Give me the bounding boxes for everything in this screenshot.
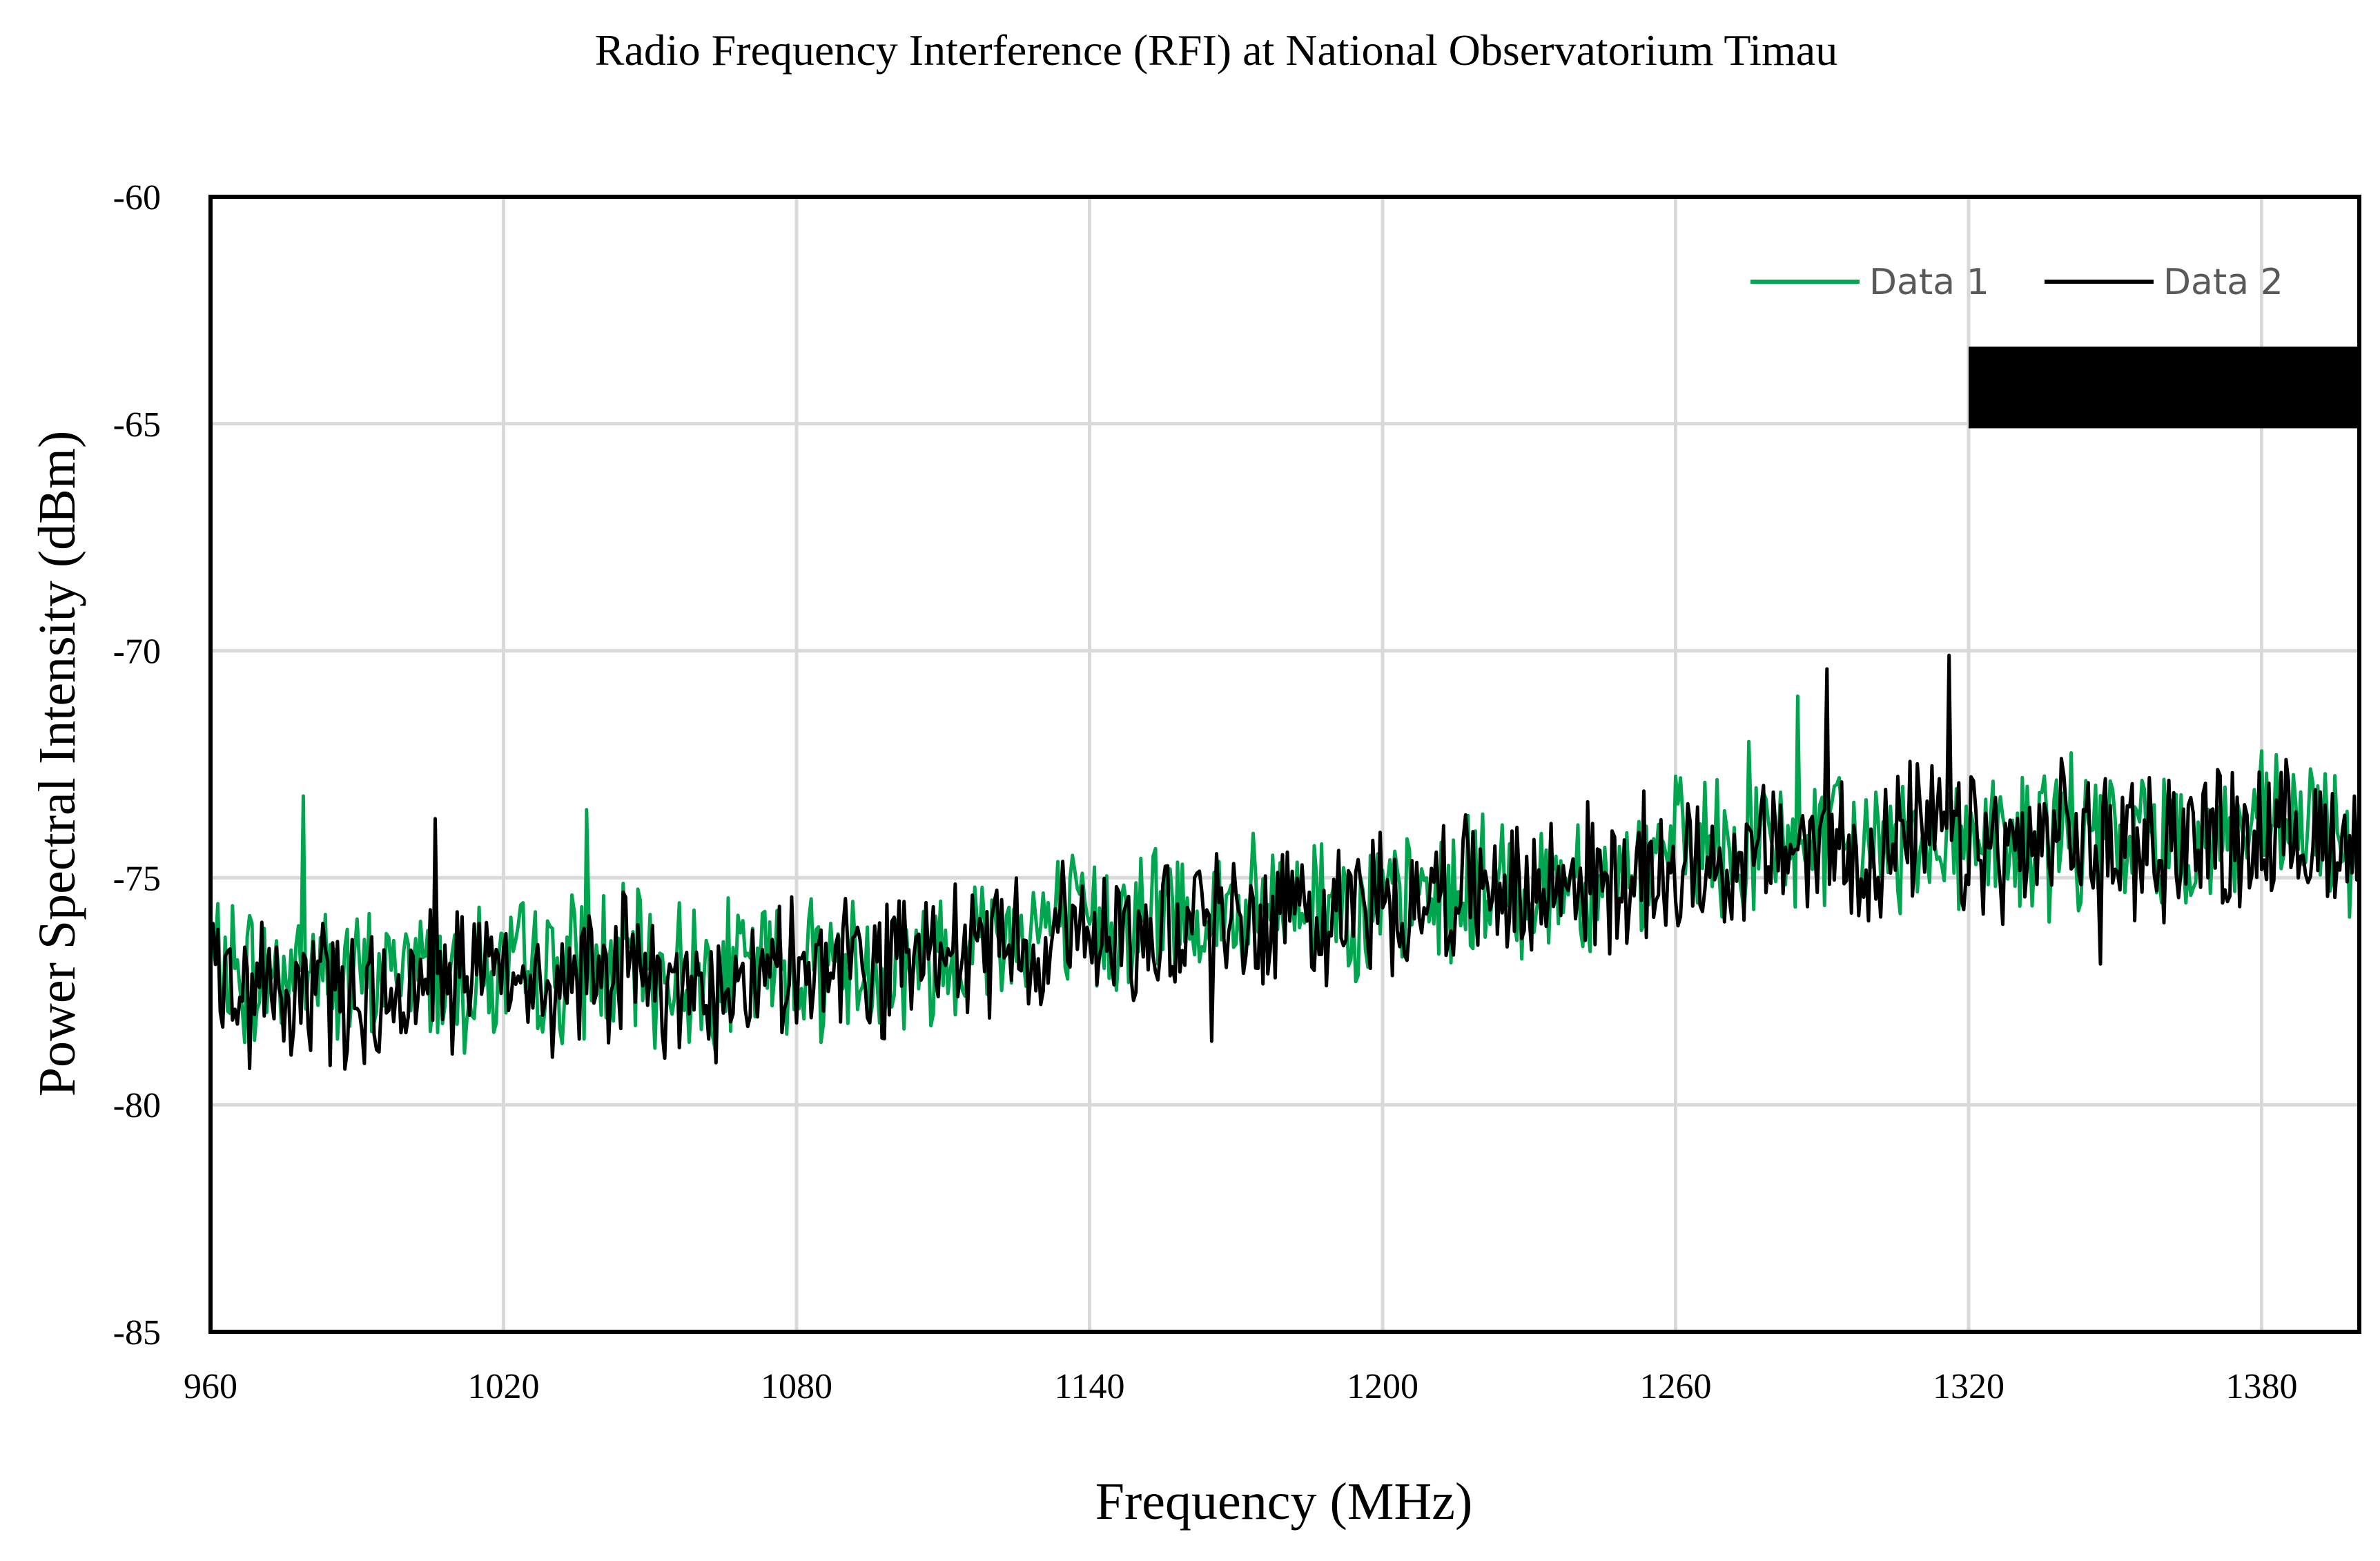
x-tick-label: 1380 (2226, 1367, 2298, 1406)
x-tick-label: 1320 (1933, 1367, 2005, 1406)
legend-label-data-2: Data 2 (2163, 262, 2283, 303)
x-axis-title: Frequency (MHz) (1095, 1473, 1473, 1531)
legend: Data 1 Data 2 (1750, 262, 2283, 303)
redaction-box (1969, 347, 2359, 429)
series-layer (208, 653, 2361, 1071)
y-tick-label: -80 (113, 1086, 161, 1125)
chart-title: Radio Frequency Interference (RFI) at Na… (595, 26, 1837, 75)
redaction-layer (1969, 347, 2359, 429)
y-tick-label: -60 (113, 178, 161, 217)
y-axis-ticks: -60 -65 -70 -75 -80 -85 (113, 178, 161, 1352)
x-tick-label: 1260 (1640, 1367, 1712, 1406)
legend-label-data-1: Data 1 (1869, 262, 1989, 303)
x-tick-label: 1020 (468, 1367, 540, 1406)
y-tick-label: -65 (113, 405, 161, 445)
x-axis-ticks: 960 1020 1080 1140 1200 1260 1320 1380 (184, 1367, 2298, 1406)
x-tick-label: 960 (184, 1367, 237, 1406)
y-axis-title: Power Spectral Intensity (dBm) (28, 431, 86, 1097)
x-tick-label: 1140 (1054, 1367, 1124, 1406)
series-line-data-2 (208, 653, 2361, 1071)
y-tick-label: -85 (113, 1313, 161, 1352)
y-tick-label: -70 (113, 632, 161, 672)
x-tick-label: 1080 (761, 1367, 832, 1406)
plot-area (208, 195, 2361, 1334)
x-tick-label: 1200 (1347, 1367, 1418, 1406)
y-tick-label: -75 (113, 859, 161, 898)
